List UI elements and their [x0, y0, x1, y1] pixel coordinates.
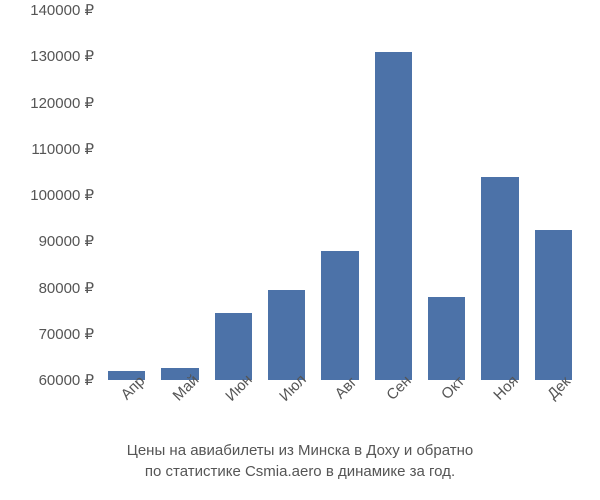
- plot-area: [100, 10, 580, 380]
- y-tick: 80000 ₽: [39, 279, 94, 297]
- y-tick: 130000 ₽: [30, 47, 94, 65]
- bar: [215, 313, 252, 380]
- y-tick: 110000 ₽: [31, 140, 94, 158]
- y-axis: 60000 ₽70000 ₽80000 ₽90000 ₽100000 ₽1100…: [0, 10, 100, 380]
- y-tick: 140000 ₽: [30, 1, 94, 19]
- bar: [268, 290, 305, 380]
- y-tick: 90000 ₽: [39, 232, 94, 250]
- y-tick: 60000 ₽: [39, 371, 94, 389]
- bar: [375, 52, 412, 380]
- y-tick: 70000 ₽: [39, 325, 94, 343]
- x-axis: АпрМайИюнИюлАвгСенОктНояДек: [100, 382, 580, 432]
- bar: [321, 251, 358, 381]
- bar: [535, 230, 572, 380]
- flight-price-chart: 60000 ₽ 70000 ₽ 80000 ₽ 90000 ₽ 100000 ₽ 1100…: [0, 0, 600, 500]
- bar: [428, 297, 465, 380]
- caption-line-1: Цены на авиабилеты из Минска в Доху и об…: [127, 442, 474, 459]
- y-tick: 120000 ₽: [30, 94, 94, 112]
- chart-caption: Цены на авиабилеты из Минска в Доху и об…: [0, 440, 600, 482]
- caption-line-2: по статистике Csmia.aero в динамике за г…: [145, 463, 455, 480]
- y-tick: 100000 ₽: [30, 186, 94, 204]
- bar: [481, 177, 518, 381]
